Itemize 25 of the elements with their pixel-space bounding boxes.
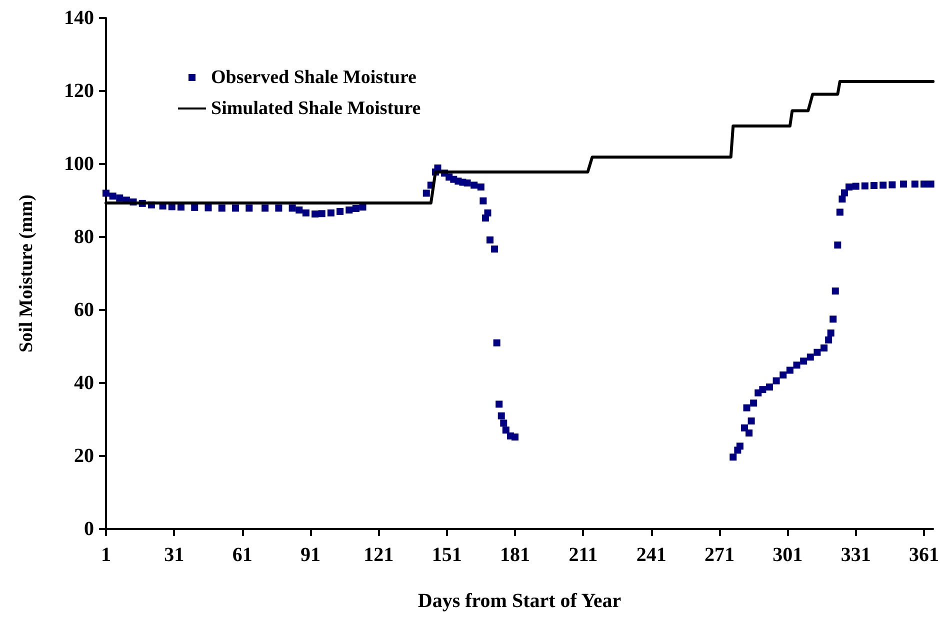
y-tick-label: 100 — [64, 153, 94, 175]
x-tick-label: 91 — [300, 544, 320, 566]
y-tick-label: 40 — [74, 372, 94, 394]
x-tick-label: 361 — [909, 544, 939, 566]
y-tick-label: 140 — [64, 7, 94, 29]
x-tick-label: 31 — [164, 544, 184, 566]
x-tick-label: 241 — [636, 544, 666, 566]
x-tick-label: 211 — [568, 544, 598, 566]
y-tick-label: 20 — [74, 445, 94, 467]
y-tick-label: 0 — [84, 518, 94, 540]
y-tick-label: 80 — [74, 226, 94, 248]
x-tick-label: 151 — [432, 544, 462, 566]
legend-label: Simulated Shale Moisture — [211, 98, 421, 119]
y-tick-label: 60 — [74, 299, 94, 321]
x-tick-label: 271 — [704, 544, 734, 566]
x-tick-label: 1 — [101, 544, 111, 566]
y-tick-label: 120 — [64, 80, 94, 102]
x-tick-label: 61 — [232, 544, 252, 566]
x-axis-title: Days from Start of Year — [418, 590, 622, 612]
x-tick-label: 181 — [500, 544, 530, 566]
legend-label: Observed Shale Moisture — [211, 67, 416, 88]
x-tick-label: 331 — [840, 544, 871, 566]
x-tick-label: 121 — [364, 544, 394, 566]
x-tick-label: 301 — [772, 544, 803, 566]
y-axis-title: Soil Moisture (mm) — [16, 194, 37, 352]
